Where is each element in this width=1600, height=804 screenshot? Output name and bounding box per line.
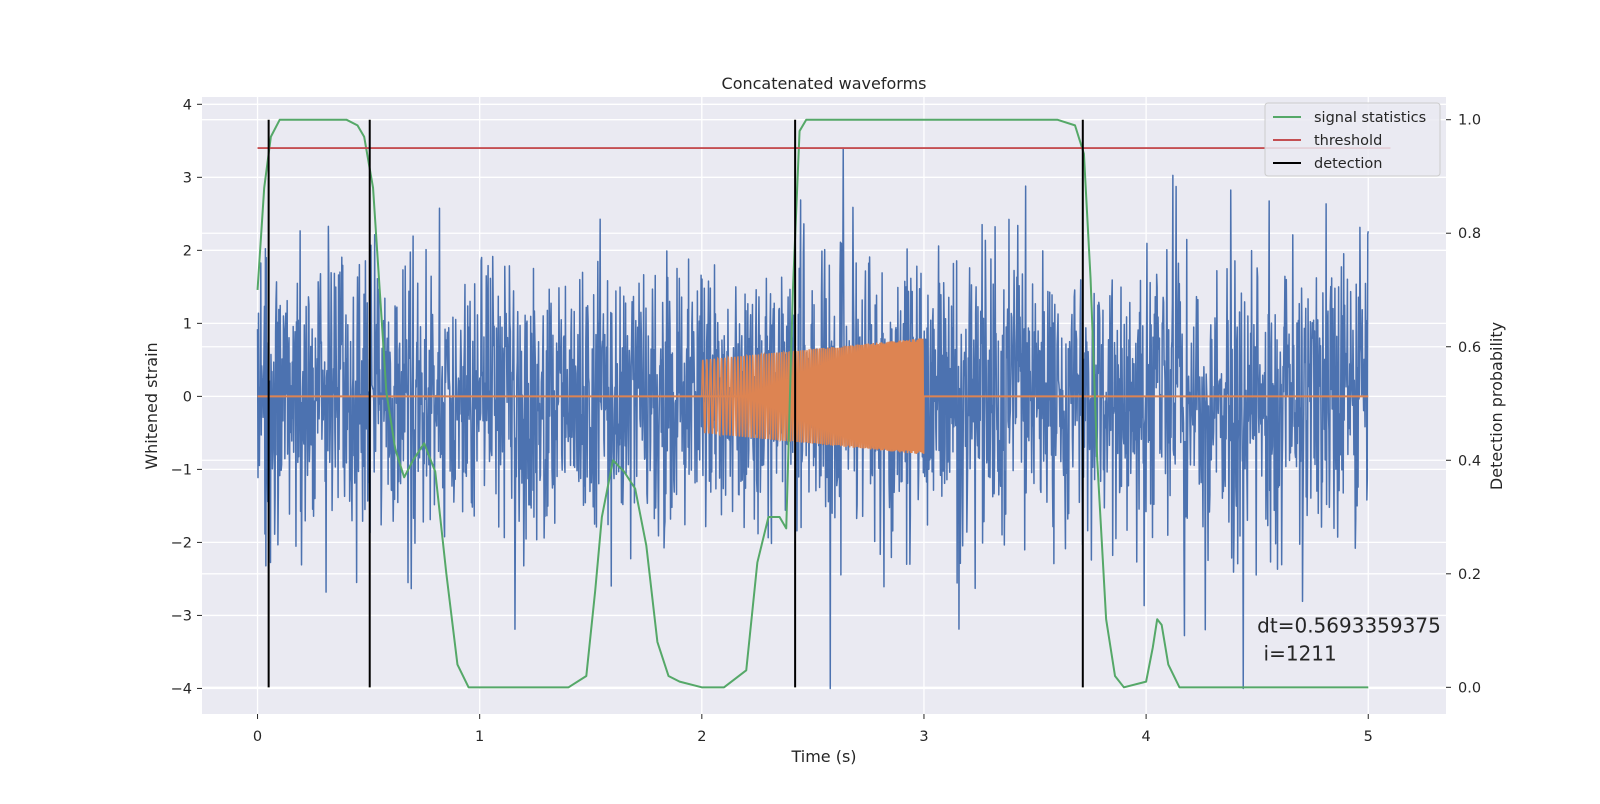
- x-tick-label: 4: [1141, 729, 1150, 745]
- y-tick-label: −2: [171, 535, 192, 551]
- y-tick-label: −3: [171, 608, 192, 624]
- y-tick-label: 3: [183, 170, 192, 186]
- x-tick-label: 1: [475, 729, 484, 745]
- legend: signal statistics threshold detection: [1264, 102, 1441, 177]
- legend-label-threshold: threshold: [1314, 133, 1382, 149]
- chart-title: Concatenated waveforms: [722, 74, 927, 93]
- y2-axis-ticks: 1.0 0.8 0.6 0.4 0.2 0.0: [1446, 113, 1481, 696]
- legend-label-detection: detection: [1314, 156, 1382, 172]
- y-axis-ticks: 4 3 2 1 0 −1 −2 −3 −4: [171, 97, 202, 697]
- y2-axis-label: Detection probability: [1487, 322, 1506, 490]
- y-tick-label: 0: [183, 389, 192, 405]
- y-tick-label: −4: [171, 681, 192, 697]
- legend-label-signal-statistics: signal statistics: [1314, 110, 1426, 126]
- signal-statistics-line: [256, 118, 1369, 689]
- y-tick-label: 2: [183, 243, 192, 259]
- x-tick-label: 0: [253, 729, 262, 745]
- x-axis-ticks: 0 1 2 3 4 5: [253, 714, 1373, 745]
- x-tick-label: 3: [919, 729, 928, 745]
- y2-tick-label: 0.4: [1458, 453, 1481, 469]
- y-axis-label: Whitened strain: [142, 342, 161, 469]
- annotation-dt: dt=0.5693359375: [1257, 614, 1441, 638]
- x-axis-label: Time (s): [790, 747, 856, 766]
- chirp-waveform: [701, 338, 925, 454]
- annotation: dt=0.5693359375 i=1211: [1257, 614, 1441, 666]
- y2-tick-label: 1.0: [1458, 113, 1481, 129]
- y2-tick-label: 0.8: [1458, 226, 1481, 242]
- x-tick-label: 5: [1364, 729, 1373, 745]
- data-layer: [256, 118, 1391, 690]
- x-tick-label: 2: [697, 729, 706, 745]
- legend-box: [1264, 102, 1441, 177]
- y-tick-label: 4: [183, 97, 192, 113]
- y2-tick-label: 0.0: [1458, 680, 1481, 696]
- y-tick-label: −1: [171, 462, 192, 478]
- annotation-index: i=1211: [1257, 642, 1337, 666]
- y2-tick-label: 0.6: [1458, 340, 1481, 356]
- y-tick-label: 1: [183, 316, 192, 332]
- y2-tick-label: 0.2: [1458, 567, 1481, 583]
